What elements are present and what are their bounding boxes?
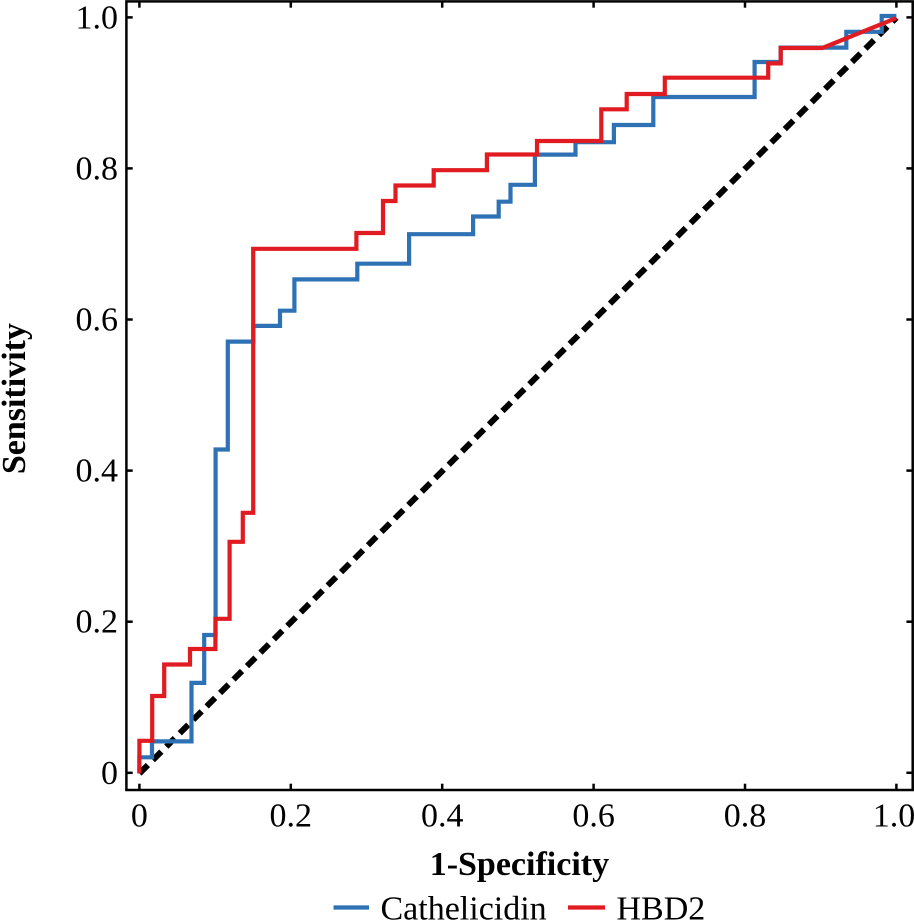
svg-text:Sensitivity: Sensitivity [0,323,33,474]
svg-text:0.2: 0.2 [270,798,313,835]
svg-text:0.8: 0.8 [76,150,119,187]
svg-text:1-Specificity: 1-Specificity [430,846,609,883]
svg-text:0.6: 0.6 [572,798,615,835]
svg-text:Cathelicidin: Cathelicidin [381,891,547,922]
svg-text:0: 0 [101,755,118,792]
svg-text:0.8: 0.8 [724,798,767,835]
svg-text:0: 0 [131,798,148,835]
svg-text:0.4: 0.4 [76,453,119,490]
svg-text:1.0: 1.0 [873,798,914,835]
svg-text:1.0: 1.0 [76,0,119,36]
svg-text:HBD2: HBD2 [617,891,706,922]
svg-text:0.2: 0.2 [76,604,119,641]
svg-text:0.4: 0.4 [421,798,464,835]
svg-text:0.6: 0.6 [76,302,119,339]
